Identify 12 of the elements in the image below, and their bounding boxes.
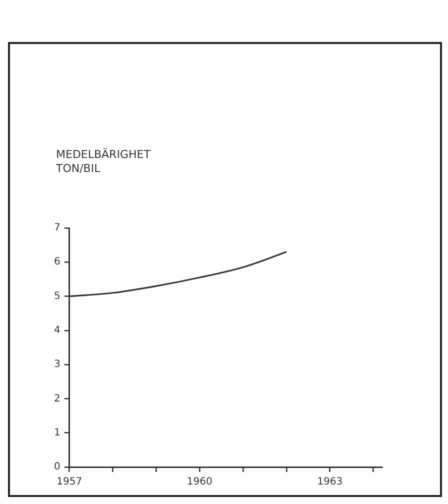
x-tick-label: 1957	[56, 476, 82, 488]
y-tick-label: 1	[54, 427, 60, 438]
x-tick-label: 1960	[186, 476, 212, 488]
y-tick-label: 3	[54, 359, 60, 370]
y-tick-label: 2	[54, 393, 60, 404]
y-tick-label: 4	[54, 325, 60, 336]
y-tick-label: 6	[54, 256, 60, 268]
x-tick-label: 1963	[317, 476, 343, 488]
y-tick-label: 7	[54, 222, 60, 234]
y-axis-title: MEDELBÄRIGHET TON/BIL	[56, 148, 150, 176]
y-tick-label: 5	[54, 290, 60, 302]
y-tick-label: 0	[54, 462, 60, 473]
